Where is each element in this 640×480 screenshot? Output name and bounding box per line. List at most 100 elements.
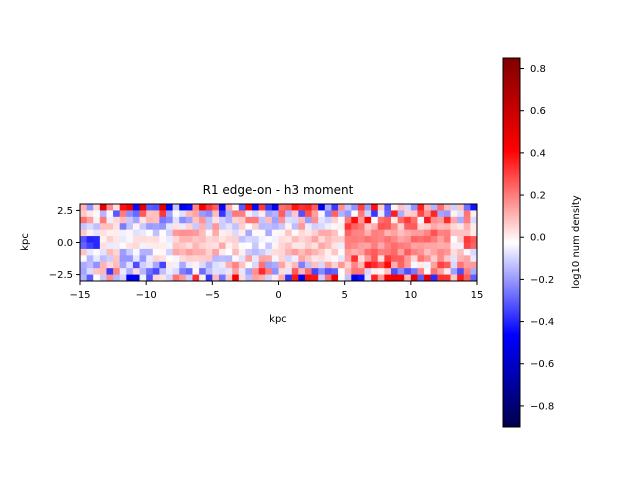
heatmap-cell	[463, 255, 471, 263]
heatmap-cell	[265, 216, 273, 224]
heatmap-cell	[218, 255, 226, 263]
heatmap-cell	[450, 229, 458, 237]
heatmap-cell	[132, 223, 140, 231]
heatmap-cell	[470, 236, 478, 243]
heatmap-cell	[205, 204, 213, 211]
heatmap-cell	[318, 216, 326, 224]
heatmap-cell	[457, 216, 465, 224]
heatmap-cell	[225, 223, 233, 231]
heatmap-cell	[390, 236, 398, 243]
heatmap-cell	[430, 229, 438, 237]
heatmap-cell	[106, 255, 114, 263]
heatmap-cell	[106, 248, 114, 256]
heatmap-cell	[152, 274, 160, 282]
heatmap-cell	[371, 216, 379, 224]
heatmap-cell	[166, 204, 174, 211]
heatmap-cell	[152, 261, 160, 269]
heatmap-cell	[192, 261, 200, 269]
heatmap-cell	[470, 242, 478, 250]
heatmap-cell	[80, 255, 88, 263]
heatmap-cell	[252, 255, 260, 263]
heatmap-cell	[457, 261, 465, 269]
heatmap-cell	[417, 236, 425, 243]
heatmap-cell	[430, 223, 438, 231]
heatmap-cell	[212, 236, 220, 243]
heatmap-cell	[390, 223, 398, 231]
heatmap-cell	[119, 261, 127, 269]
heatmap-cell	[172, 274, 180, 282]
heatmap-cell	[159, 236, 167, 243]
heatmap-cell	[225, 242, 233, 250]
heatmap-cell	[113, 223, 121, 231]
heatmap-cell	[443, 255, 451, 263]
heatmap-cell	[265, 236, 273, 243]
heatmap-cell	[443, 242, 451, 250]
heatmap-cell	[338, 223, 346, 231]
heatmap-cell	[338, 274, 346, 282]
heatmap-cell	[371, 261, 379, 269]
heatmap-cell	[404, 216, 412, 224]
heatmap-cell	[139, 261, 147, 269]
heatmap-cell	[99, 223, 107, 231]
heatmap-cell	[377, 261, 385, 269]
heatmap-cell	[265, 268, 273, 275]
heatmap-cell	[271, 223, 279, 231]
heatmap-cell	[146, 216, 154, 224]
heatmap-cell	[437, 223, 445, 231]
heatmap-cell	[424, 223, 432, 231]
heatmap-cell	[232, 242, 240, 250]
heatmap-cell	[470, 268, 478, 275]
heatmap-cell	[218, 248, 226, 256]
heatmap-cell	[86, 210, 94, 218]
heatmap-cell	[126, 242, 134, 250]
heatmap-cell	[205, 216, 213, 224]
heatmap-cell	[331, 261, 339, 269]
heatmap-cell	[278, 229, 286, 237]
y-tick-label: −2.5	[49, 270, 73, 281]
heatmap-cell	[132, 229, 140, 237]
heatmap-cell	[457, 255, 465, 263]
heatmap-cell	[443, 210, 451, 218]
heatmap-cell	[106, 274, 114, 282]
heatmap-cell	[357, 242, 365, 250]
heatmap-cell	[159, 261, 167, 269]
heatmap-cell	[463, 248, 471, 256]
heatmap-cell	[371, 274, 379, 282]
heatmap-cell	[271, 242, 279, 250]
heatmap-cell	[463, 236, 471, 243]
heatmap-cell	[324, 216, 332, 224]
heatmap-cell	[377, 255, 385, 263]
heatmap-cell	[298, 210, 306, 218]
heatmap-cell	[437, 242, 445, 250]
heatmap-cell	[80, 274, 88, 282]
heatmap-cell	[298, 236, 306, 243]
heatmap-cell	[304, 210, 312, 218]
heatmap-cell	[384, 229, 392, 237]
heatmap-cell	[278, 261, 286, 269]
heatmap-cell	[172, 216, 180, 224]
heatmap-cell	[93, 242, 101, 250]
heatmap-cell	[404, 204, 412, 211]
heatmap-cell	[430, 204, 438, 211]
heatmap-cell	[225, 236, 233, 243]
heatmap-cell	[258, 223, 266, 231]
heatmap-cell	[410, 274, 418, 282]
heatmap-cell	[390, 210, 398, 218]
heatmap-cell	[238, 248, 246, 256]
heatmap-cell	[225, 268, 233, 275]
heatmap-cell	[126, 216, 134, 224]
heatmap-cell	[146, 255, 154, 263]
heatmap-cell	[424, 248, 432, 256]
colorbar	[502, 57, 521, 428]
heatmap-cell	[285, 268, 293, 275]
heatmap-cell	[311, 229, 319, 237]
heatmap-cell	[179, 223, 187, 231]
heatmap-cell	[218, 204, 226, 211]
heatmap-cell	[443, 216, 451, 224]
heatmap-cell	[291, 261, 299, 269]
heatmap-cell	[80, 268, 88, 275]
heatmap-cell	[344, 268, 352, 275]
heatmap-cell	[192, 242, 200, 250]
heatmap-cell	[410, 223, 418, 231]
heatmap-cell	[258, 261, 266, 269]
